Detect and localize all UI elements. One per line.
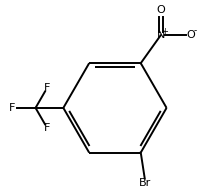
- Text: F: F: [44, 83, 50, 93]
- Text: +: +: [162, 26, 169, 36]
- Text: Br: Br: [139, 178, 151, 188]
- Text: -: -: [194, 26, 197, 36]
- Text: O: O: [156, 5, 165, 15]
- Text: O: O: [186, 30, 195, 40]
- Text: N: N: [157, 30, 165, 40]
- Text: F: F: [9, 103, 15, 113]
- Text: F: F: [44, 123, 50, 133]
